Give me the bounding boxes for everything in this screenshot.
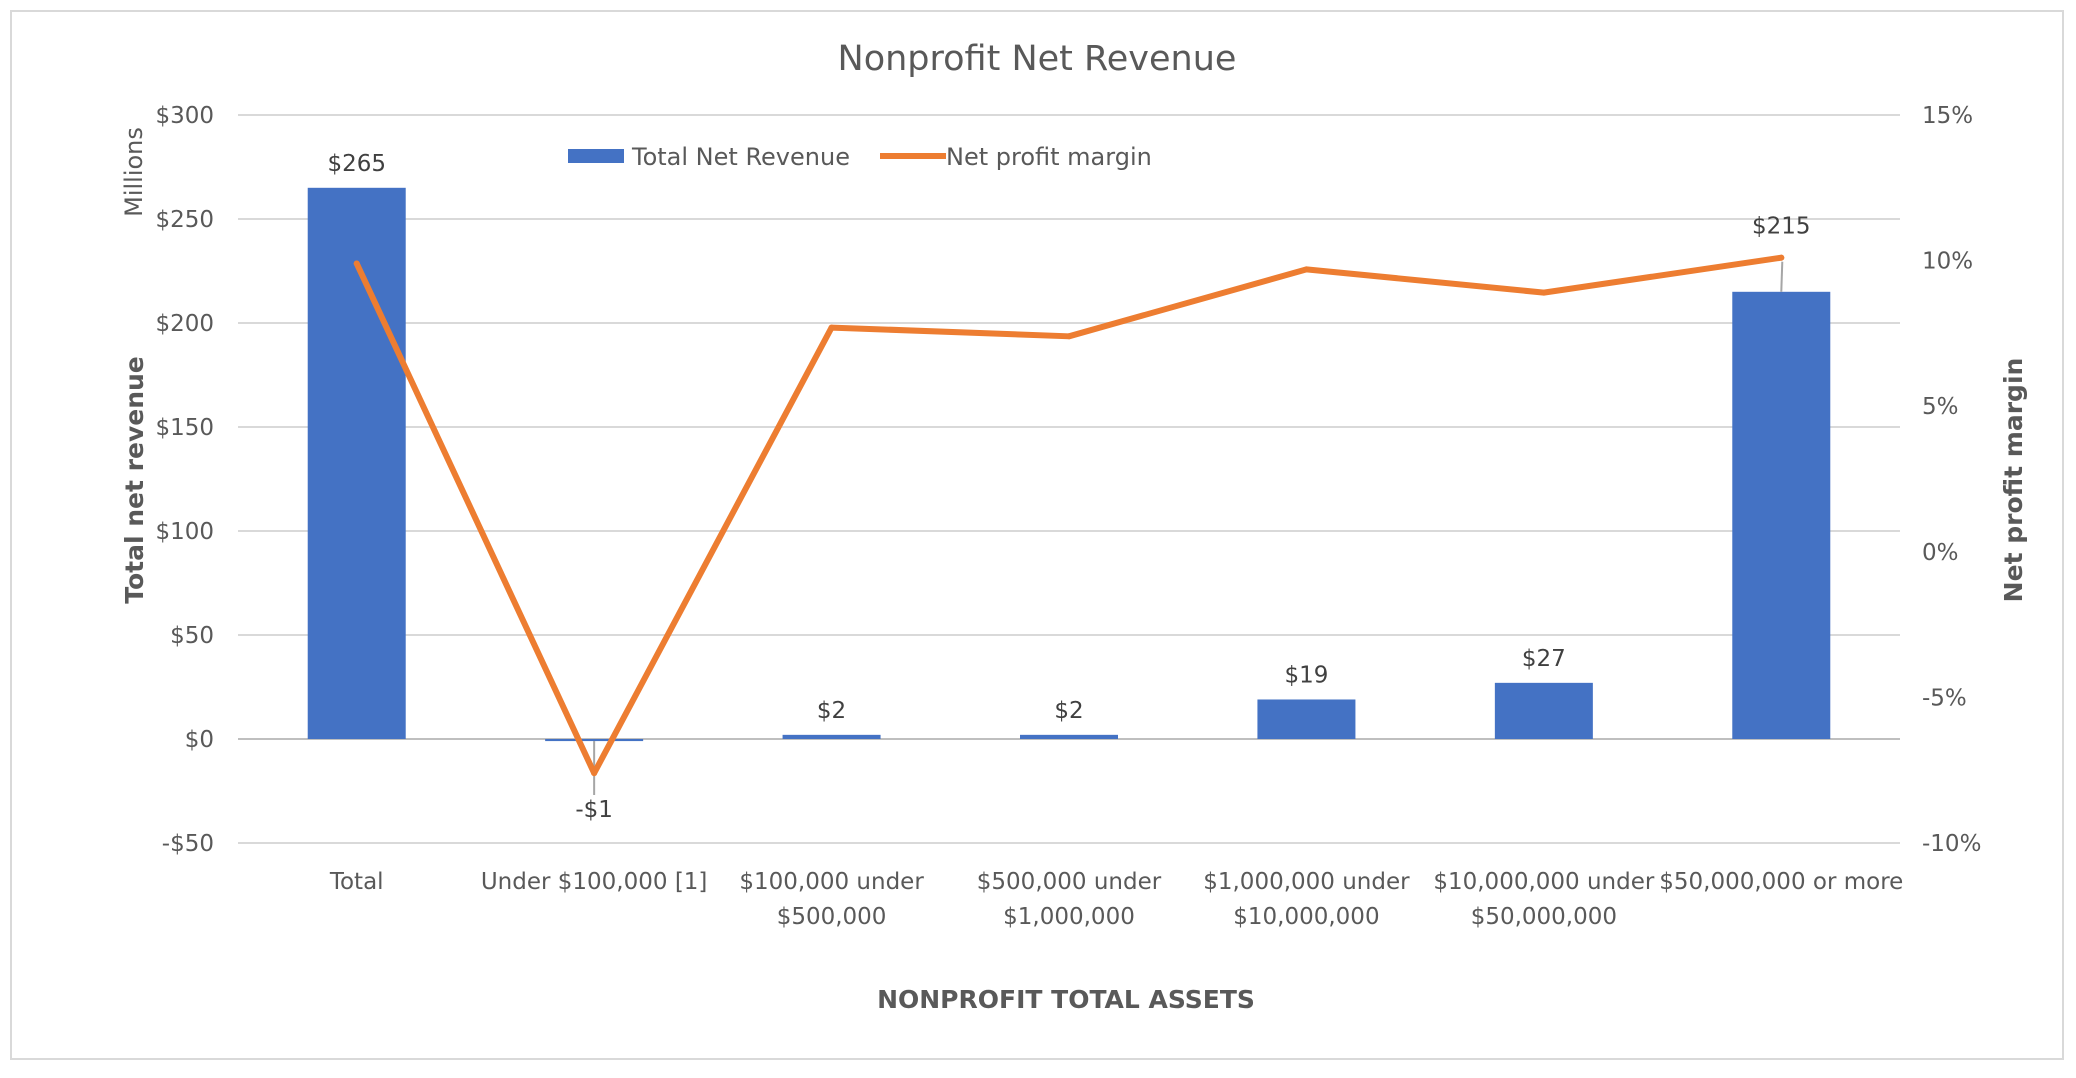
y-tick-label: $250 xyxy=(155,207,214,233)
data-labels: $265 -$1 $2 $2 $19 $27 $215 xyxy=(327,151,1810,823)
y-tick-label: $150 xyxy=(155,415,214,441)
y2-tick-label: 10% xyxy=(1922,249,1973,275)
line-point xyxy=(353,260,360,267)
bar xyxy=(1257,699,1356,739)
y2-tick-label: 15% xyxy=(1922,103,1973,129)
y2-tick-label: 5% xyxy=(1922,394,1959,420)
bar xyxy=(1020,734,1118,739)
bar xyxy=(782,734,881,739)
y-tick-label: $100 xyxy=(155,519,214,545)
x-tick-label: $500,000 under xyxy=(977,869,1162,895)
y-tick-label: -$50 xyxy=(162,831,214,857)
y-tick-label: $0 xyxy=(185,727,214,753)
legend-swatch-bar xyxy=(568,149,624,163)
gridlines xyxy=(238,114,1900,844)
line-point xyxy=(828,324,835,331)
x-tick-label: $10,000,000 under xyxy=(1433,869,1655,895)
leader-lines xyxy=(593,261,1784,795)
x-tick-label: $1,000,000 xyxy=(1003,904,1135,930)
x-tick-label: $10,000,000 xyxy=(1233,904,1379,930)
bar xyxy=(1494,682,1593,739)
left-axis-ticks: -$50 $0 $50 $100 $150 $200 $250 $300 xyxy=(155,103,214,857)
data-label: $2 xyxy=(1054,698,1083,724)
leader-line xyxy=(1780,261,1784,292)
chart-title: Nonprofit Net Revenue xyxy=(838,39,1237,79)
y-tick-label: $300 xyxy=(155,103,214,129)
x-axis-ticks: Total Under $100,000 [1] $100,000 under $50… xyxy=(329,869,1903,930)
line-point xyxy=(1778,254,1785,261)
y-tick-label: $50 xyxy=(170,623,214,649)
line-series xyxy=(353,254,1785,777)
line-point xyxy=(1540,289,1547,296)
data-label: $19 xyxy=(1284,662,1328,688)
data-label: -$1 xyxy=(575,797,613,823)
y-axis-units: Millions xyxy=(120,127,148,217)
bar xyxy=(307,187,406,740)
legend-label-line: Net profit margin xyxy=(946,143,1152,171)
y2-axis-title: Net profit margin xyxy=(1999,358,2028,603)
y-axis-title: Total net revenue xyxy=(120,356,149,604)
line-point xyxy=(1303,266,1310,273)
line-point xyxy=(1066,333,1072,340)
data-label: $2 xyxy=(817,698,846,724)
x-tick-label: $500,000 xyxy=(777,904,887,930)
x-tick-label: Under $100,000 [1] xyxy=(481,869,708,895)
x-axis-title: NONPROFIT TOTAL ASSETS xyxy=(877,985,1255,1014)
right-axis-ticks: -10% -5% 0% 5% 10% 15% xyxy=(1922,103,1981,857)
y-tick-label: $200 xyxy=(155,311,214,337)
legend-label-bar: Total Net Revenue xyxy=(631,143,850,171)
bar xyxy=(1732,291,1831,739)
x-tick-label: $100,000 under xyxy=(739,869,924,895)
y2-tick-label: 0% xyxy=(1922,540,1959,566)
x-tick-label: $50,000,000 xyxy=(1471,904,1617,930)
x-tick-label: $50,000,000 or more xyxy=(1659,869,1903,895)
data-label: $27 xyxy=(1522,646,1566,672)
line-point xyxy=(591,770,598,777)
data-label: $265 xyxy=(327,151,386,177)
data-label: $215 xyxy=(1752,214,1811,240)
legend: Total Net Revenue Net profit margin xyxy=(568,143,1152,171)
y2-tick-label: -10% xyxy=(1922,831,1981,857)
x-tick-label: $1,000,000 under xyxy=(1203,869,1410,895)
bar xyxy=(545,739,644,742)
bar-series xyxy=(307,187,1831,742)
y2-tick-label: -5% xyxy=(1922,685,1967,711)
x-tick-label: Total xyxy=(329,869,384,895)
